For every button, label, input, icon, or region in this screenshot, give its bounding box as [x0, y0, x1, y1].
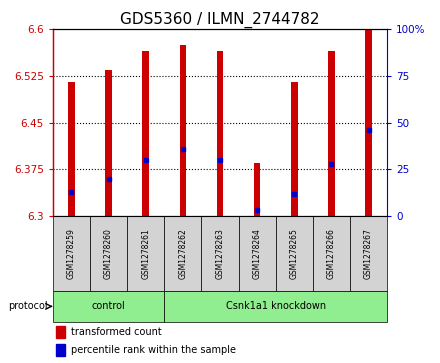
- Text: GSM1278260: GSM1278260: [104, 228, 113, 279]
- Text: percentile rank within the sample: percentile rank within the sample: [71, 346, 236, 355]
- Bar: [68, 82, 75, 216]
- Text: GSM1278263: GSM1278263: [216, 228, 224, 279]
- Bar: [164, 291, 387, 322]
- Bar: [254, 163, 260, 216]
- Bar: [313, 216, 350, 291]
- Bar: [105, 70, 112, 216]
- Bar: [180, 45, 186, 216]
- Bar: [365, 29, 372, 216]
- Bar: [350, 216, 387, 291]
- Bar: [238, 216, 276, 291]
- Title: GDS5360 / ILMN_2744782: GDS5360 / ILMN_2744782: [120, 12, 320, 28]
- Text: control: control: [92, 301, 125, 311]
- Bar: [143, 51, 149, 216]
- Bar: [291, 82, 297, 216]
- Bar: [202, 216, 238, 291]
- Text: transformed count: transformed count: [71, 327, 162, 337]
- Bar: [216, 51, 224, 216]
- Text: GSM1278266: GSM1278266: [327, 228, 336, 279]
- Text: protocol: protocol: [8, 301, 48, 311]
- Text: GSM1278259: GSM1278259: [67, 228, 76, 279]
- Bar: [56, 344, 65, 356]
- Bar: [276, 216, 313, 291]
- Bar: [328, 51, 335, 216]
- Bar: [164, 216, 202, 291]
- Bar: [127, 216, 164, 291]
- Text: GSM1278261: GSM1278261: [141, 228, 150, 279]
- Text: GSM1278267: GSM1278267: [364, 228, 373, 279]
- Bar: [90, 216, 127, 291]
- Text: Csnk1a1 knockdown: Csnk1a1 knockdown: [226, 301, 326, 311]
- Bar: [53, 216, 90, 291]
- Bar: [53, 291, 164, 322]
- Text: GSM1278264: GSM1278264: [253, 228, 262, 279]
- Bar: [56, 326, 65, 338]
- Text: GSM1278262: GSM1278262: [178, 228, 187, 279]
- Text: GSM1278265: GSM1278265: [290, 228, 299, 279]
